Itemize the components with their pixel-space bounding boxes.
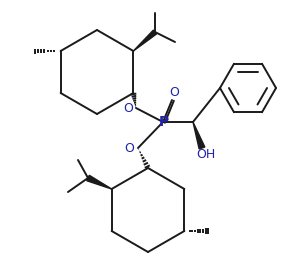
Text: O: O <box>123 103 133 116</box>
Polygon shape <box>133 30 157 51</box>
Polygon shape <box>87 175 112 189</box>
Text: O: O <box>124 143 134 156</box>
Text: OH: OH <box>196 148 216 161</box>
Polygon shape <box>193 122 205 149</box>
Text: P: P <box>159 115 169 129</box>
Text: O: O <box>169 86 179 99</box>
